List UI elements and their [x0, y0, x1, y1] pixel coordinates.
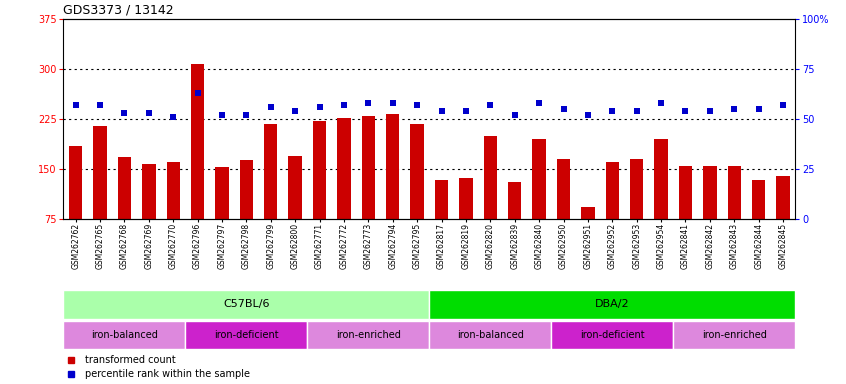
Bar	[435, 180, 448, 219]
Point	[606, 108, 619, 114]
Point	[532, 100, 546, 106]
Point	[508, 112, 521, 118]
Bar	[313, 121, 327, 219]
Bar	[630, 159, 644, 219]
Point	[118, 110, 131, 116]
Bar	[606, 162, 619, 219]
Text: iron-deficient: iron-deficient	[580, 330, 645, 340]
Bar	[239, 160, 253, 219]
Bar	[142, 164, 156, 219]
Point	[484, 102, 497, 108]
Bar	[191, 64, 205, 219]
Bar	[386, 114, 399, 219]
Point	[703, 108, 717, 114]
Point	[69, 102, 82, 108]
Text: iron-enriched: iron-enriched	[702, 330, 766, 340]
Bar	[703, 166, 717, 219]
Bar	[215, 167, 228, 219]
Bar	[338, 118, 351, 219]
Bar	[678, 166, 692, 219]
Bar	[118, 157, 131, 219]
Bar	[307, 321, 429, 349]
Bar	[673, 321, 795, 349]
Text: iron-enriched: iron-enriched	[336, 330, 401, 340]
Bar	[429, 321, 552, 349]
Point	[752, 106, 766, 112]
Point	[338, 102, 351, 108]
Point	[361, 100, 375, 106]
Bar	[752, 180, 766, 219]
Bar	[557, 159, 570, 219]
Bar	[532, 139, 546, 219]
Point	[678, 108, 692, 114]
Point	[191, 90, 205, 96]
Bar	[429, 290, 795, 319]
Bar	[69, 146, 82, 219]
Bar	[777, 175, 790, 219]
Bar	[410, 124, 424, 219]
Point	[777, 102, 790, 108]
Bar	[581, 207, 595, 219]
Point	[557, 106, 570, 112]
Point	[581, 112, 595, 118]
Point	[239, 112, 253, 118]
Bar	[185, 321, 307, 349]
Bar	[63, 290, 429, 319]
Point	[386, 100, 399, 106]
Bar	[459, 178, 473, 219]
Text: iron-balanced: iron-balanced	[91, 330, 158, 340]
Text: transformed count: transformed count	[85, 355, 176, 365]
Point	[288, 108, 302, 114]
Point	[630, 108, 644, 114]
Bar	[93, 126, 107, 219]
Bar	[361, 116, 375, 219]
Bar	[167, 162, 180, 219]
Bar	[552, 321, 673, 349]
Point	[215, 112, 228, 118]
Point	[654, 100, 667, 106]
Text: iron-balanced: iron-balanced	[457, 330, 524, 340]
Point	[728, 106, 741, 112]
Text: C57BL/6: C57BL/6	[223, 299, 270, 310]
Point	[142, 110, 156, 116]
Bar	[508, 182, 521, 219]
Point	[167, 114, 180, 120]
Text: iron-deficient: iron-deficient	[214, 330, 278, 340]
Bar	[288, 156, 302, 219]
Point	[264, 104, 277, 110]
Point	[93, 102, 107, 108]
Text: DBA/2: DBA/2	[595, 299, 629, 310]
Bar	[63, 321, 185, 349]
Text: percentile rank within the sample: percentile rank within the sample	[85, 369, 250, 379]
Point	[410, 102, 424, 108]
Text: GDS3373 / 13142: GDS3373 / 13142	[63, 3, 174, 17]
Point	[313, 104, 327, 110]
Bar	[728, 166, 741, 219]
Point	[459, 108, 473, 114]
Bar	[484, 136, 497, 219]
Bar	[264, 124, 277, 219]
Point	[435, 108, 448, 114]
Bar	[654, 139, 667, 219]
